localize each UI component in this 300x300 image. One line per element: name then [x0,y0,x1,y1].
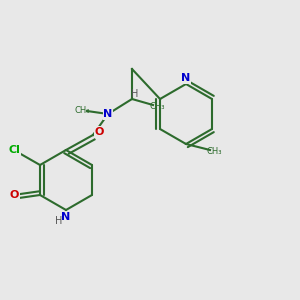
Text: H: H [131,89,139,100]
Text: O: O [10,190,19,200]
Text: O: O [94,127,104,137]
Text: CH₃: CH₃ [150,102,165,111]
Text: CH₃: CH₃ [207,147,222,156]
Text: N: N [61,212,70,223]
Text: CH₃: CH₃ [75,106,90,116]
Text: N: N [103,109,112,119]
Text: Cl: Cl [9,145,20,155]
Text: N: N [182,73,190,83]
Text: H: H [55,216,62,226]
